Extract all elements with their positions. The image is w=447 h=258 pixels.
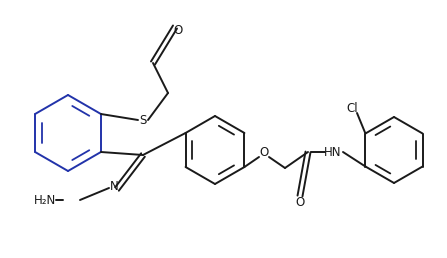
Text: O: O [295,196,304,208]
Text: S: S [139,114,147,126]
Text: O: O [173,23,183,36]
Text: O: O [259,146,269,158]
Text: Cl: Cl [346,101,358,115]
Text: N: N [110,180,118,192]
Text: H₂N: H₂N [34,195,56,207]
Text: HN: HN [324,146,342,158]
